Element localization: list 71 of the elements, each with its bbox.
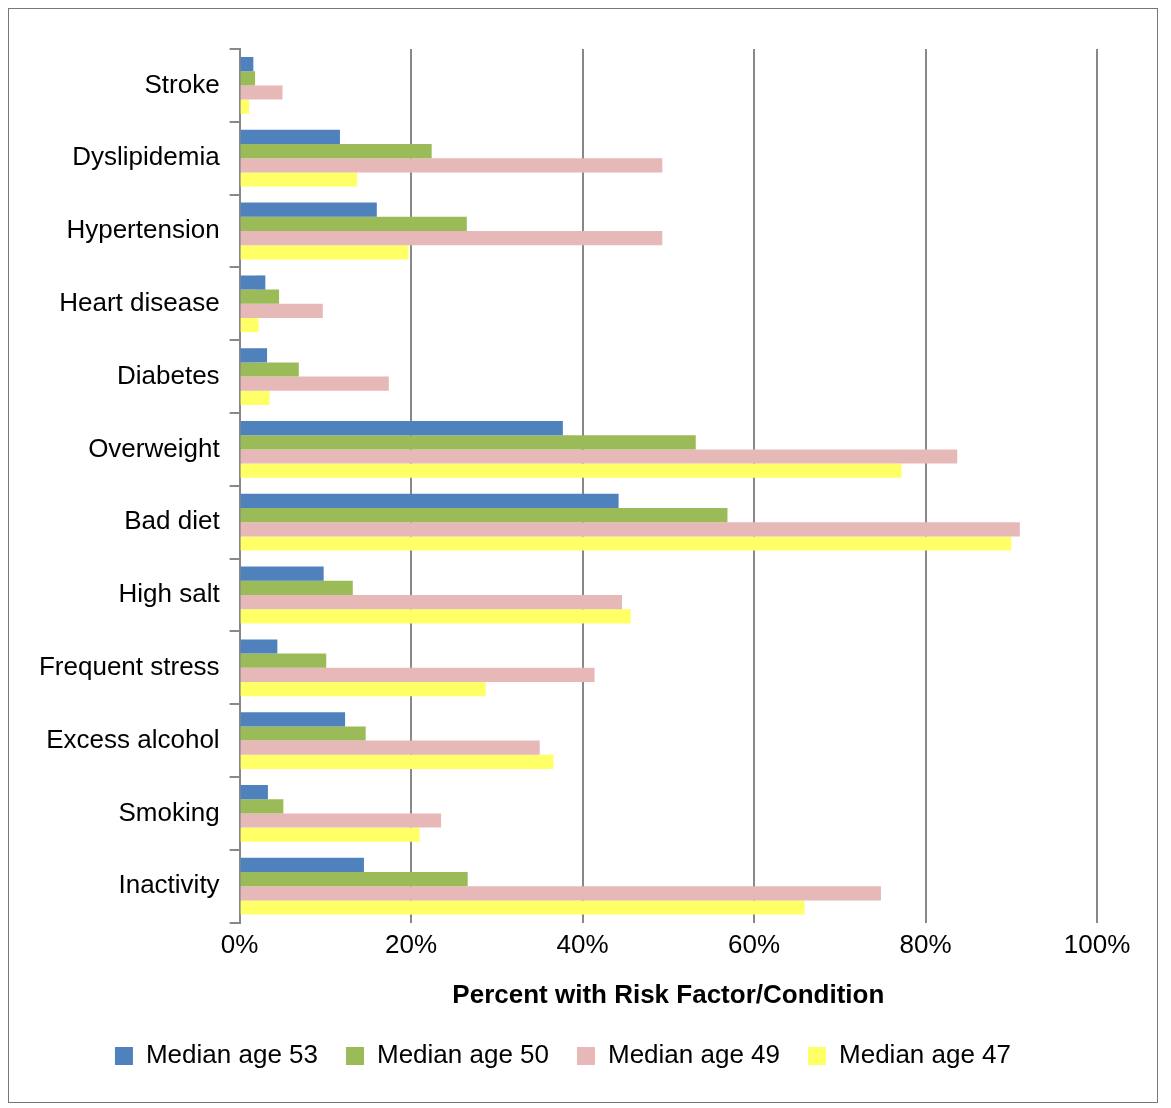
y-tick-label: Bad diet [124,505,221,536]
y-tick-label: Frequent stress [38,650,220,681]
bar [240,653,327,668]
bar [240,376,389,391]
x-tick-label: 20% [385,929,438,960]
bar [240,785,268,800]
y-tick-label: Smoking [118,796,220,827]
bar [240,754,554,769]
bar [240,245,409,260]
legend-label: Median age 53 [145,1039,318,1070]
bar [240,158,663,173]
x-tick-label: 100% [1063,929,1131,960]
bar [240,85,283,100]
y-tick-label: Dyslipidemia [72,141,221,172]
y-tick-label: Hypertension [66,214,220,245]
x-axis-title: Percent with Risk Factor/Condition [452,978,885,1009]
bar [240,813,442,828]
bar [240,202,377,217]
bar [240,289,280,304]
bar [240,827,420,842]
y-tick-label: High salt [118,578,221,609]
bar [240,712,346,727]
x-tick-label: 80% [899,929,952,960]
bar [240,493,619,508]
bar [240,172,358,187]
legend-label: Median age 47 [839,1039,1012,1070]
y-tick-label: Heart disease [59,286,220,317]
bar [240,435,696,450]
bar [240,390,270,405]
bar [240,609,631,624]
bar [240,682,486,697]
y-tick-label: Excess alcohol [46,723,220,754]
bar [240,726,366,741]
bar [240,129,340,144]
bar [240,857,364,872]
y-tick-label: Stroke [144,68,220,99]
bar [240,522,1020,537]
bar [240,318,259,333]
bar [240,536,1012,551]
y-tick-label: Inactivity [118,869,220,900]
bar [240,71,256,86]
bar [240,580,353,595]
y-tick-label: Overweight [88,432,221,463]
bar [240,421,563,436]
x-tick-label: 60% [728,929,781,960]
y-tick-label: Diabetes [117,359,220,390]
legend-label: Median age 50 [376,1039,550,1070]
bar [240,216,467,231]
x-tick-label: 0% [220,929,259,960]
bar [240,886,881,901]
bar [240,595,623,610]
bar [240,144,432,159]
bar [240,303,323,318]
bar [240,348,268,363]
bar [240,508,728,523]
bar [240,667,595,682]
bar [240,449,958,464]
bar [240,740,540,755]
legend-label: Median age 49 [608,1039,781,1070]
bar [240,362,299,377]
bar [240,566,324,581]
bar [240,872,468,887]
bar [240,57,254,72]
bar [240,231,663,246]
bar [240,900,805,915]
bar [240,639,278,654]
bar [240,275,266,290]
bar [240,463,902,478]
x-tick-label: 40% [556,929,609,960]
bar [240,799,284,814]
bar [240,99,250,114]
